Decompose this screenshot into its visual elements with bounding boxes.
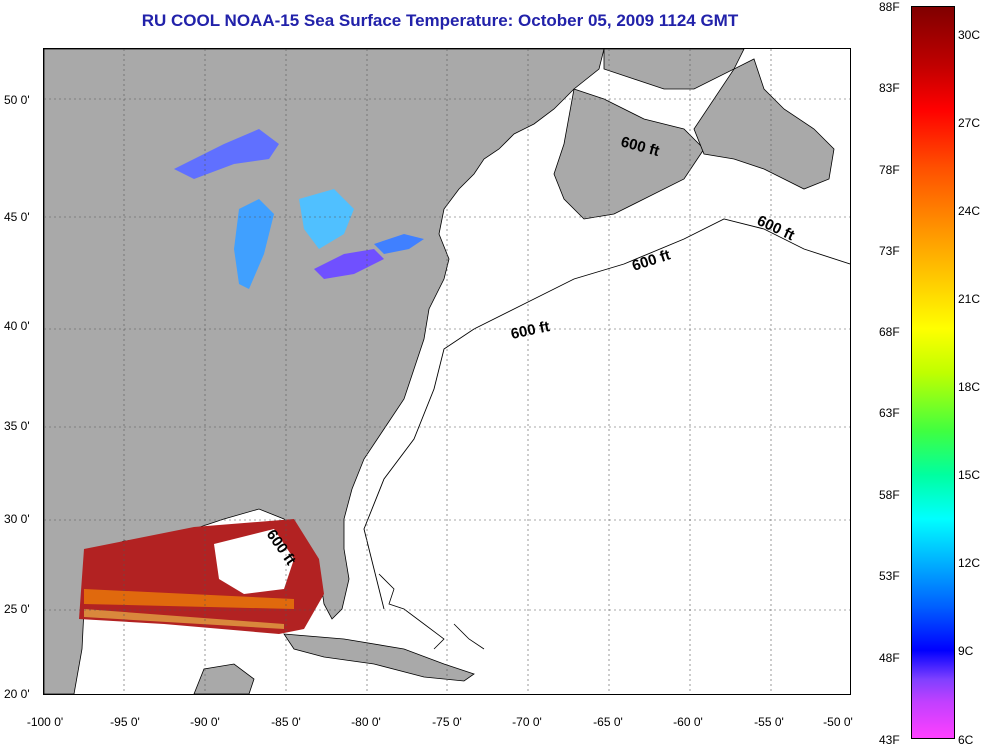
y-tick-label: 40 0' <box>4 319 30 333</box>
colorbar-f-label: 73F <box>879 244 900 258</box>
map-title: RU COOL NOAA-15 Sea Surface Temperature:… <box>141 11 739 30</box>
colorbar-f-label: 68F <box>879 325 900 339</box>
land-cuba <box>283 633 475 682</box>
x-tick-label: -50 0' <box>823 715 853 729</box>
x-tick-label: -70 0' <box>512 715 542 729</box>
map-canvas: 600 ft 600 ft 600 ft 600 ft 600 ft <box>44 49 850 694</box>
x-tick-label: -100 0' <box>26 715 64 729</box>
y-tick-label: 25 0' <box>4 602 30 616</box>
land-yucatan <box>193 663 255 694</box>
x-tick-label: -85 0' <box>271 715 301 729</box>
y-tick-label: 50 0' <box>4 93 30 107</box>
colorbar-c-label: 18C <box>958 380 981 394</box>
colorbar-f-label: 58F <box>879 488 900 502</box>
colorbar-c-label: 12C <box>958 556 981 570</box>
isobath-label: 600 ft <box>630 247 673 275</box>
gulf-sst <box>79 519 324 634</box>
isobath-label: 600 ft <box>509 318 551 343</box>
y-tick-label: 20 0' <box>4 687 30 701</box>
isobath-600ft-contour <box>363 218 850 610</box>
colorbar-f-label: 63F <box>879 406 900 420</box>
land-labrador <box>603 49 745 90</box>
x-tick-label: -65 0' <box>593 715 623 729</box>
land-newfoundland <box>693 58 835 190</box>
colorbar-c-label: 27C <box>958 116 981 130</box>
colorbar-c-label: 6C <box>958 733 974 747</box>
islands-bahamas <box>378 573 485 650</box>
colorbar-f-label: 43F <box>879 733 900 747</box>
great-lakes-sst <box>174 129 424 289</box>
x-tick-label: -60 0' <box>673 715 703 729</box>
y-tick-label: 45 0' <box>4 210 30 224</box>
x-tick-label: -80 0' <box>351 715 381 729</box>
x-tick-label: -95 0' <box>110 715 140 729</box>
x-tick-label: -90 0' <box>190 715 220 729</box>
y-tick-label: 30 0' <box>4 512 30 526</box>
land-maritimes <box>553 88 705 220</box>
colorbar-f-label: 88F <box>879 0 900 14</box>
graticule <box>44 49 850 694</box>
colorbar-c-label: 24C <box>958 204 981 218</box>
colorbar-f-label: 83F <box>879 81 900 95</box>
colorbar-f-label: 53F <box>879 569 900 583</box>
sst-map: 600 ft 600 ft 600 ft 600 ft 600 ft <box>43 48 851 695</box>
colorbar-c-label: 15C <box>958 468 981 482</box>
x-tick-label: -55 0' <box>754 715 784 729</box>
colorbar-c-label: 30C <box>958 28 981 42</box>
x-tick-label: -75 0' <box>432 715 462 729</box>
y-tick-label: 35 0' <box>4 419 30 433</box>
colorbar-f-label: 78F <box>879 163 900 177</box>
colorbar-f-label: 48F <box>879 651 900 665</box>
temperature-colorbar <box>911 6 955 739</box>
colorbar-c-label: 9C <box>958 644 974 658</box>
colorbar-c-label: 21C <box>958 292 981 306</box>
